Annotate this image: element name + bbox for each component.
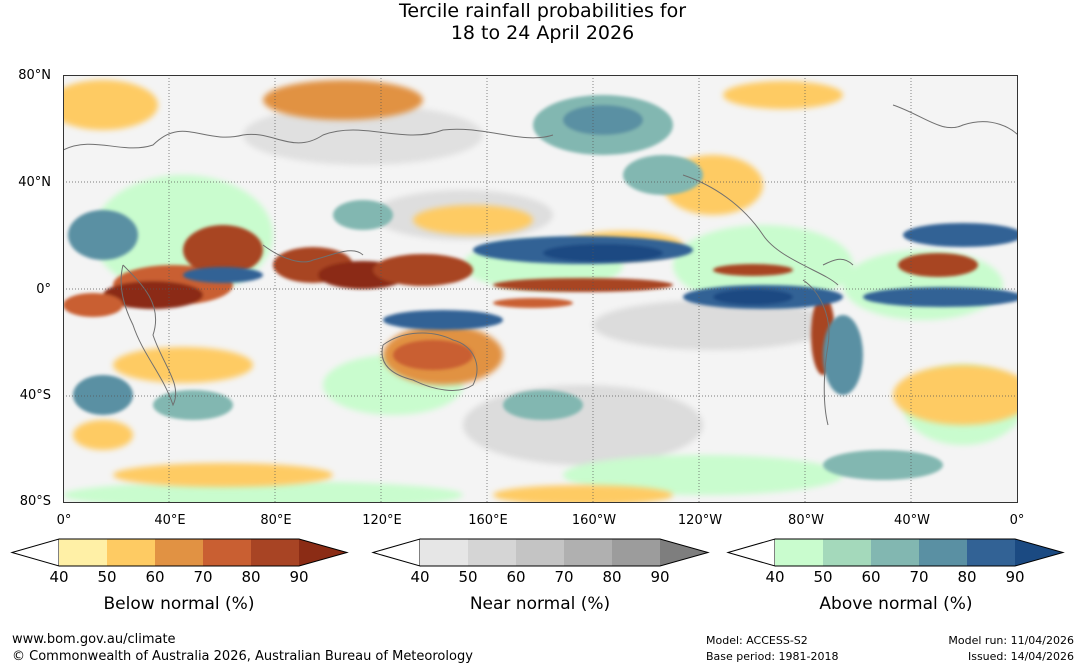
field-below-normal-strong [63,225,978,375]
colorbar-above-outline [775,538,1065,567]
colorbar-near-segment [612,539,660,566]
title-line-2: 18 to 24 April 2026 [450,22,635,44]
legend-above-tick: 60 [861,568,881,586]
colorbar-below-outline [59,538,349,567]
lon-label-40w: 40°W [894,513,930,528]
lon-label-160e: 160°E [468,513,508,528]
field-above-normal [68,95,1018,480]
colorbar-below-end [299,539,347,566]
base-period: Base period: 1981-2018 [706,650,839,663]
legend-below-tick: 60 [145,568,165,586]
model-name: Model: ACCESS-S2 [706,634,808,647]
legend-near-tick: 50 [458,568,478,586]
colorbar-above-segment [919,539,967,566]
colorbar-below-segment [155,539,203,566]
lat-label-80n: 80°N [18,68,51,83]
lon-label-0-east: 0° [1009,513,1025,528]
colorbar-above-normal [726,538,1065,567]
legend-near-tick: 70 [554,568,574,586]
legend-near-tick: 40 [410,568,430,586]
legend-above-tick: 80 [957,568,977,586]
title-line-1: Tercile rainfall probabilities for [398,0,687,22]
coastlines [63,104,1018,426]
lat-label-80s: 80°S [19,494,51,509]
lon-label-120w: 120°W [677,513,723,528]
colorbar-near-segment [468,539,516,566]
legend-above-tick: 70 [909,568,929,586]
map-frame [63,75,1018,503]
colorbar-below-segment [251,539,299,566]
footer-model-info: Model: ACCESS-S2 Base period: 1981-2018 [706,633,838,665]
legend-above-tick: 90 [1005,568,1025,586]
lon-label-80e: 80°E [260,513,292,528]
legend-below-tick: 40 [49,568,69,586]
lon-label-80w: 80°W [788,513,824,528]
legend-near-tick: 90 [650,568,670,586]
colorbar-above-segment [775,539,823,566]
colorbar-near-normal [371,538,710,567]
colorbar-near-outline [420,538,710,567]
legend-above-title: Above normal (%) [819,594,973,614]
copyright-text: © Commonwealth of Australia 2026, Austra… [12,649,473,664]
legend-near-normal [371,538,711,568]
colorbar-below-segment [59,539,107,566]
website-link[interactable]: www.bom.gov.au/climate [12,632,176,647]
colorbar-below-segment [203,539,251,566]
lat-label-0: 0° [36,282,51,297]
colorbar-below-normal [10,538,349,567]
colorbar-above-segment [823,539,871,566]
colorbar-near-segment [516,539,564,566]
colorbar-near-segment [564,539,612,566]
graticule [63,75,1018,503]
lat-label-40s: 40°S [19,388,51,403]
colorbar-above-segment [967,539,1015,566]
colorbar-below-start [10,538,60,567]
colorbar-above-start [726,538,776,567]
map-svg [63,75,1018,503]
legend-below-tick: 90 [289,568,309,586]
lon-label-40e: 40°E [154,513,186,528]
colorbar-near-end [660,539,708,566]
legend-below-normal [10,538,350,568]
lon-label-160w: 160°W [571,513,617,528]
chart-title: Tercile rainfall probabilities for 18 to… [0,0,1085,44]
legend-below-tick: 70 [193,568,213,586]
probability-map [63,75,1018,503]
colorbar-near-start [371,538,421,567]
colorbar-near-segment [420,539,468,566]
colorbar-below-segment [107,539,155,566]
legend-below-title: Below normal (%) [103,594,255,614]
lat-label-40n: 40°N [18,175,51,190]
legend-below-tick: 50 [97,568,117,586]
legend-below-tick: 80 [241,568,261,586]
colorbar-above-end [1015,539,1063,566]
legend-near-tick: 60 [506,568,526,586]
legend-near-tick: 80 [602,568,622,586]
issued-date: Issued: 14/04/2026 [967,650,1074,663]
model-run-date: Model run: 11/04/2026 [948,634,1074,647]
colorbar-above-segment [871,539,919,566]
legend-above-tick: 40 [765,568,785,586]
lon-label-120e: 120°E [362,513,402,528]
footer-credits: www.bom.gov.au/climate © Commonwealth of… [12,631,473,665]
legend-near-title: Near normal (%) [469,594,611,614]
lon-label-0-west: 0° [56,513,72,528]
footer-dates: Model run: 11/04/2026 Issued: 14/04/2026 [948,633,1074,665]
legend-above-tick: 50 [813,568,833,586]
legend-above-normal [726,538,1066,568]
